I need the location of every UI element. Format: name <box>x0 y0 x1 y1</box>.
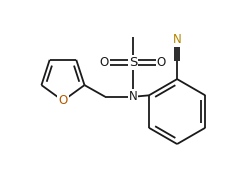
Text: O: O <box>100 56 109 69</box>
Text: N: N <box>173 33 182 46</box>
Text: O: O <box>58 94 68 107</box>
Text: S: S <box>129 56 137 69</box>
Text: O: O <box>157 56 166 69</box>
Text: N: N <box>128 90 137 103</box>
